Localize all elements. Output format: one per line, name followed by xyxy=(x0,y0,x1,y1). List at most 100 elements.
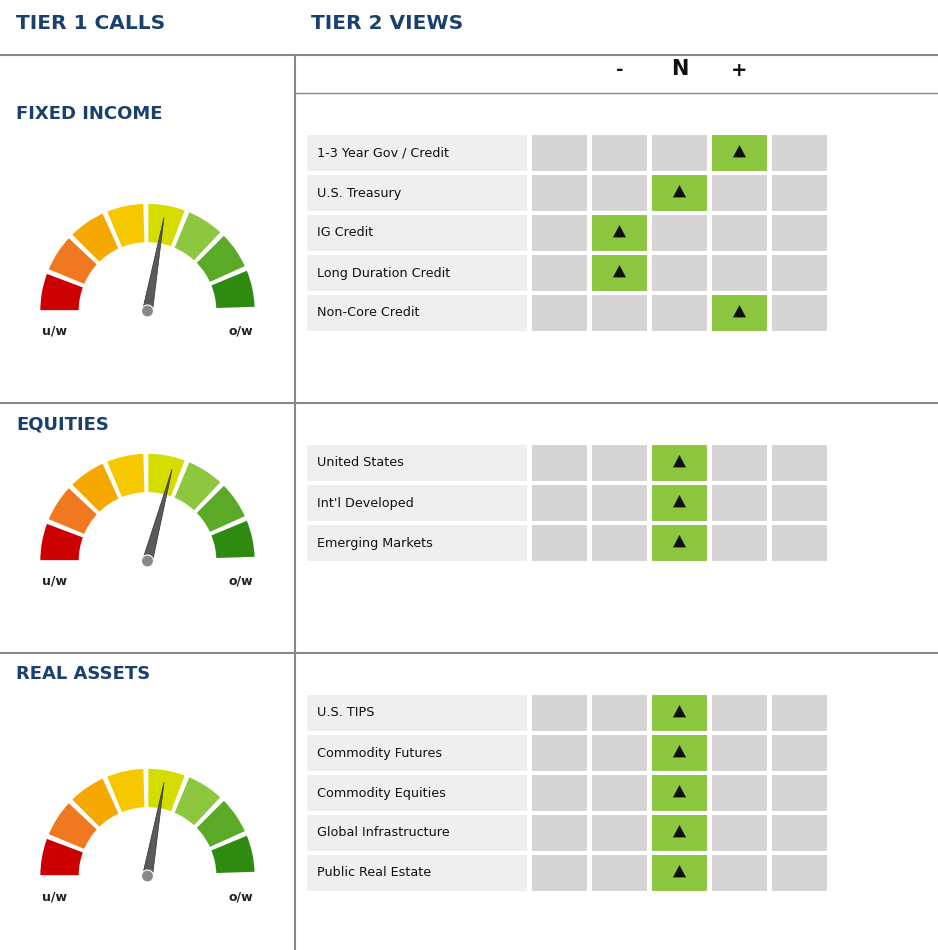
Wedge shape xyxy=(196,800,246,848)
FancyBboxPatch shape xyxy=(531,444,588,482)
Text: U.S. Treasury: U.S. Treasury xyxy=(317,186,401,200)
Text: o/w: o/w xyxy=(229,575,253,588)
FancyBboxPatch shape xyxy=(651,254,708,292)
FancyBboxPatch shape xyxy=(771,134,828,172)
Text: Public Real Estate: Public Real Estate xyxy=(317,866,431,880)
Circle shape xyxy=(142,305,154,317)
FancyBboxPatch shape xyxy=(531,484,588,522)
Wedge shape xyxy=(174,461,221,511)
Text: -: - xyxy=(615,61,623,79)
Wedge shape xyxy=(147,768,186,812)
Text: TIER 1 CALLS: TIER 1 CALLS xyxy=(16,14,165,33)
Polygon shape xyxy=(613,225,626,238)
FancyBboxPatch shape xyxy=(591,814,648,852)
Text: Global Infrastructure: Global Infrastructure xyxy=(317,826,449,840)
FancyBboxPatch shape xyxy=(591,734,648,772)
FancyBboxPatch shape xyxy=(591,854,648,892)
Text: IG Credit: IG Credit xyxy=(317,226,373,239)
Text: Long Duration Credit: Long Duration Credit xyxy=(317,267,450,279)
Text: United States: United States xyxy=(317,457,404,469)
Polygon shape xyxy=(673,185,686,198)
FancyBboxPatch shape xyxy=(771,214,828,252)
FancyBboxPatch shape xyxy=(306,484,528,522)
FancyBboxPatch shape xyxy=(771,774,828,812)
FancyBboxPatch shape xyxy=(651,134,708,172)
FancyBboxPatch shape xyxy=(771,254,828,292)
Circle shape xyxy=(142,870,154,882)
FancyBboxPatch shape xyxy=(771,814,828,852)
Text: FIXED INCOME: FIXED INCOME xyxy=(16,105,162,123)
FancyBboxPatch shape xyxy=(306,694,528,732)
Wedge shape xyxy=(48,238,98,285)
Wedge shape xyxy=(71,463,119,513)
FancyBboxPatch shape xyxy=(711,174,768,212)
Wedge shape xyxy=(48,487,98,535)
Wedge shape xyxy=(106,203,145,248)
Wedge shape xyxy=(48,802,98,850)
Wedge shape xyxy=(147,203,186,247)
FancyBboxPatch shape xyxy=(531,694,588,732)
Text: Commodity Futures: Commodity Futures xyxy=(317,747,442,759)
FancyBboxPatch shape xyxy=(651,524,708,562)
Wedge shape xyxy=(174,211,221,261)
FancyBboxPatch shape xyxy=(591,694,648,732)
FancyBboxPatch shape xyxy=(711,524,768,562)
Polygon shape xyxy=(673,455,686,467)
FancyBboxPatch shape xyxy=(771,694,828,732)
Wedge shape xyxy=(147,453,186,498)
FancyBboxPatch shape xyxy=(591,254,648,292)
Text: u/w: u/w xyxy=(41,325,67,338)
FancyBboxPatch shape xyxy=(711,814,768,852)
Polygon shape xyxy=(673,786,686,797)
FancyBboxPatch shape xyxy=(531,254,588,292)
FancyBboxPatch shape xyxy=(771,174,828,212)
FancyBboxPatch shape xyxy=(531,134,588,172)
Text: Emerging Markets: Emerging Markets xyxy=(317,537,432,549)
FancyBboxPatch shape xyxy=(306,444,528,482)
Text: Commodity Equities: Commodity Equities xyxy=(317,787,446,800)
Text: 1-3 Year Gov / Credit: 1-3 Year Gov / Credit xyxy=(317,146,449,160)
FancyBboxPatch shape xyxy=(771,444,828,482)
FancyBboxPatch shape xyxy=(306,774,528,812)
FancyBboxPatch shape xyxy=(531,294,588,332)
Polygon shape xyxy=(673,865,686,877)
FancyBboxPatch shape xyxy=(306,214,528,252)
Wedge shape xyxy=(196,235,246,283)
Polygon shape xyxy=(673,536,686,547)
Text: EQUITIES: EQUITIES xyxy=(16,415,109,433)
Polygon shape xyxy=(143,218,164,312)
Text: U.S. TIPS: U.S. TIPS xyxy=(317,707,374,719)
FancyBboxPatch shape xyxy=(771,524,828,562)
Wedge shape xyxy=(39,273,83,311)
Wedge shape xyxy=(174,776,221,826)
FancyBboxPatch shape xyxy=(711,734,768,772)
FancyBboxPatch shape xyxy=(591,214,648,252)
Wedge shape xyxy=(210,270,255,309)
FancyBboxPatch shape xyxy=(771,294,828,332)
FancyBboxPatch shape xyxy=(591,174,648,212)
FancyBboxPatch shape xyxy=(711,484,768,522)
FancyBboxPatch shape xyxy=(711,214,768,252)
Wedge shape xyxy=(210,835,255,874)
Text: N: N xyxy=(671,59,688,79)
Wedge shape xyxy=(39,522,83,561)
FancyBboxPatch shape xyxy=(651,294,708,332)
FancyBboxPatch shape xyxy=(306,134,528,172)
FancyBboxPatch shape xyxy=(651,484,708,522)
Text: Int'l Developed: Int'l Developed xyxy=(317,497,414,509)
FancyBboxPatch shape xyxy=(591,134,648,172)
Polygon shape xyxy=(673,706,686,717)
FancyBboxPatch shape xyxy=(651,174,708,212)
FancyBboxPatch shape xyxy=(306,524,528,562)
FancyBboxPatch shape xyxy=(651,734,708,772)
Polygon shape xyxy=(143,783,164,877)
Text: o/w: o/w xyxy=(229,325,253,338)
FancyBboxPatch shape xyxy=(651,854,708,892)
Text: REAL ASSETS: REAL ASSETS xyxy=(16,665,150,683)
Wedge shape xyxy=(71,777,119,827)
FancyBboxPatch shape xyxy=(531,214,588,252)
Polygon shape xyxy=(734,145,746,157)
FancyBboxPatch shape xyxy=(591,484,648,522)
Polygon shape xyxy=(613,265,626,277)
Text: u/w: u/w xyxy=(41,890,67,903)
